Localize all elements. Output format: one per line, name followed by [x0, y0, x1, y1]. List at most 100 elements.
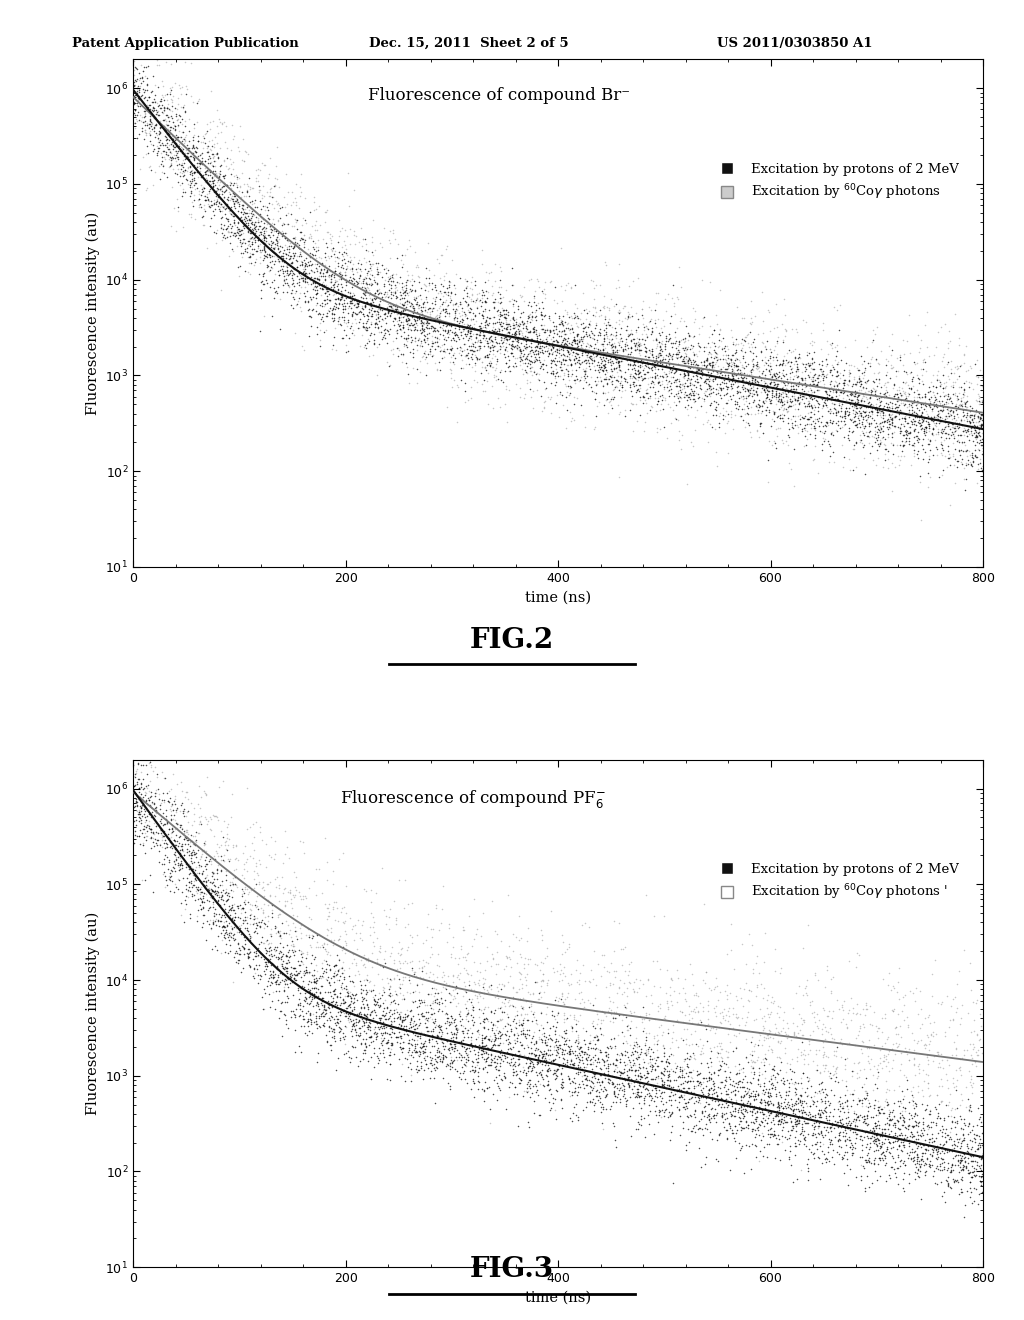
Point — [929, 368, 945, 389]
Point — [150, 100, 166, 121]
Point — [637, 368, 653, 389]
Point — [222, 172, 239, 193]
Point — [395, 280, 412, 301]
Point — [841, 388, 857, 409]
Point — [224, 919, 241, 940]
Point — [851, 1015, 867, 1036]
Point — [129, 104, 145, 125]
Point — [450, 296, 466, 317]
Point — [250, 238, 266, 259]
Point — [703, 358, 720, 379]
Point — [855, 1106, 871, 1127]
Point — [774, 313, 791, 334]
Point — [439, 1053, 456, 1074]
Point — [663, 378, 679, 399]
Point — [250, 973, 266, 994]
Point — [339, 293, 355, 314]
Point — [427, 990, 443, 1011]
Point — [403, 294, 420, 315]
Point — [147, 74, 164, 95]
Point — [215, 166, 231, 187]
Point — [842, 383, 858, 404]
Point — [449, 325, 465, 346]
Point — [962, 1096, 978, 1117]
Point — [688, 982, 705, 1003]
Point — [836, 411, 852, 432]
Point — [659, 1018, 676, 1039]
Point — [391, 1003, 408, 1024]
Point — [279, 961, 295, 982]
Point — [805, 1105, 821, 1126]
Point — [381, 280, 397, 301]
Point — [161, 780, 177, 801]
Point — [650, 387, 667, 408]
Point — [350, 1024, 367, 1045]
Point — [131, 69, 147, 90]
Point — [680, 1065, 696, 1086]
Point — [282, 248, 298, 269]
Point — [216, 904, 232, 925]
Point — [476, 1008, 493, 1030]
Point — [901, 1049, 918, 1071]
Point — [267, 917, 284, 939]
Point — [733, 1090, 750, 1111]
Point — [475, 902, 492, 923]
Point — [519, 355, 536, 376]
Point — [307, 280, 324, 301]
Point — [464, 999, 480, 1020]
Point — [214, 884, 230, 906]
Point — [492, 256, 508, 277]
Point — [645, 975, 662, 997]
Point — [429, 1040, 445, 1061]
Point — [220, 197, 237, 218]
Point — [279, 945, 295, 966]
Point — [788, 1113, 805, 1134]
Point — [836, 446, 852, 467]
Point — [785, 1098, 802, 1119]
Point — [972, 425, 988, 446]
Point — [519, 327, 536, 348]
Point — [267, 176, 284, 197]
Point — [897, 1154, 913, 1175]
Point — [907, 418, 924, 440]
Point — [250, 227, 266, 248]
Point — [724, 367, 740, 388]
Point — [411, 297, 427, 318]
Point — [456, 1053, 472, 1074]
Point — [596, 325, 612, 346]
Point — [267, 220, 284, 242]
Point — [408, 1041, 424, 1063]
Point — [571, 1044, 588, 1065]
Point — [453, 345, 469, 366]
Point — [470, 338, 486, 359]
Point — [519, 337, 536, 358]
Point — [653, 322, 670, 343]
Point — [929, 1084, 945, 1105]
Point — [708, 345, 724, 366]
Point — [282, 968, 298, 989]
Point — [342, 1002, 358, 1023]
Point — [330, 297, 346, 318]
Point — [884, 412, 900, 433]
Point — [864, 425, 881, 446]
Point — [963, 1101, 979, 1122]
Point — [869, 1127, 886, 1148]
Point — [332, 1005, 348, 1026]
Point — [248, 853, 264, 874]
Point — [848, 1003, 864, 1024]
Point — [269, 260, 286, 281]
Point — [808, 1060, 824, 1081]
Point — [355, 1011, 372, 1032]
Point — [532, 355, 549, 376]
Point — [633, 1039, 649, 1060]
Point — [798, 1093, 814, 1114]
Point — [899, 424, 915, 445]
Point — [748, 355, 764, 376]
Point — [459, 319, 475, 341]
Point — [597, 347, 613, 368]
Point — [712, 348, 728, 370]
Point — [341, 995, 357, 1016]
Point — [436, 313, 453, 334]
Point — [207, 899, 223, 920]
Point — [280, 1018, 296, 1039]
